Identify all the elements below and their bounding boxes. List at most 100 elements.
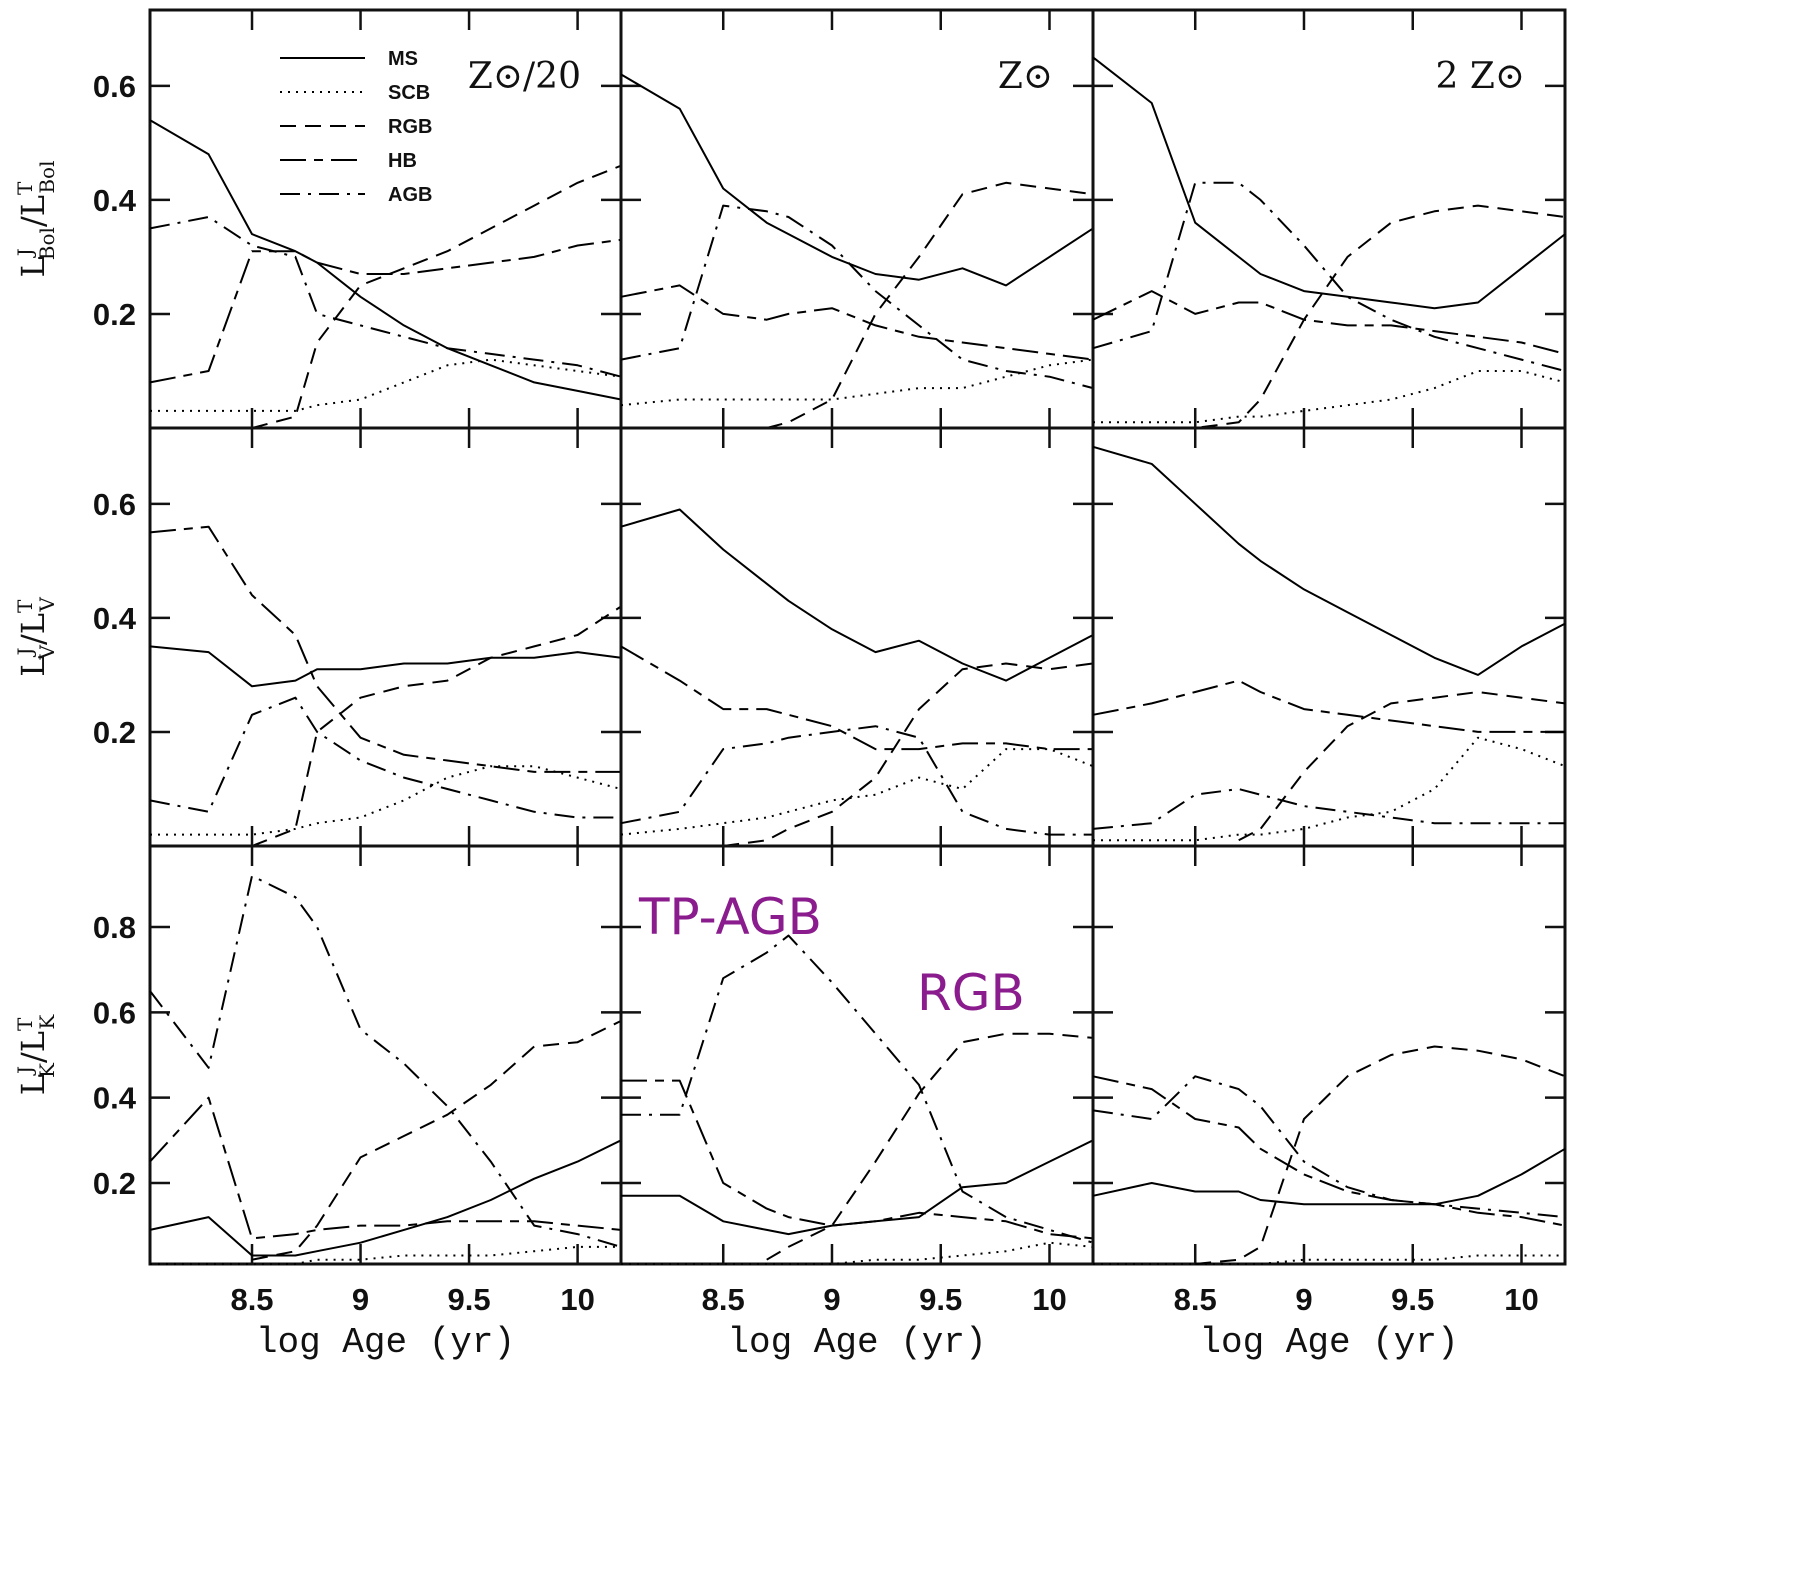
y-tick-label: 0.8	[93, 910, 136, 945]
x-axis-label: log Age (yr)	[256, 1322, 515, 1363]
panel-title: Z⊙/20	[468, 56, 581, 97]
series-line	[1092, 1075, 1566, 1227]
x-tick-label: 9	[823, 1282, 840, 1317]
x-tick-label: 8.5	[1174, 1282, 1217, 1317]
panel-title: Z⊙	[998, 56, 1053, 97]
series-line	[620, 204, 1094, 390]
y-axis-label-part: K	[35, 1014, 59, 1030]
y-axis-label-part: T	[13, 181, 37, 195]
y-axis-label-part: /L	[14, 195, 52, 227]
x-tick-label: 8.5	[702, 1282, 745, 1317]
y-axis-label: LJBol/LTBol	[13, 161, 59, 278]
legend-label: MS	[388, 48, 418, 70]
series-line	[1093, 1254, 1565, 1265]
x-tick-label: 9	[1295, 1282, 1312, 1317]
series-line	[1151, 204, 1566, 429]
series-line	[723, 662, 1094, 847]
series-line	[620, 508, 1094, 682]
series-line	[620, 748, 1094, 836]
series-line	[149, 1139, 622, 1257]
x-tick-label: 9	[352, 1282, 369, 1317]
x-tick-label: 10	[1032, 1282, 1066, 1317]
y-tick-label: 0.6	[93, 69, 136, 104]
y-axis-label-part: Bol	[35, 161, 59, 194]
series-line	[149, 216, 622, 378]
series-line	[1092, 56, 1566, 310]
y-tick-label: 0.6	[93, 487, 136, 522]
y-tick-label: 0.2	[93, 297, 136, 332]
legend-label: SCB	[388, 82, 430, 104]
y-tick-label: 0.2	[93, 1166, 136, 1201]
y-tick-label: 0.2	[93, 715, 136, 750]
y-axis-label-part: V	[35, 645, 59, 661]
y-axis-label-part: L	[14, 1074, 52, 1095]
x-tick-label: 10	[1504, 1282, 1538, 1317]
y-tick-label: 0.4	[93, 1081, 137, 1116]
y-axis-label-part: Bol	[35, 227, 59, 260]
x-axis-label: log Age (yr)	[727, 1322, 986, 1363]
series-line	[150, 1245, 621, 1265]
legend-label: RGB	[388, 116, 432, 138]
series-line	[1092, 445, 1566, 676]
y-axis-label-part: J	[13, 1066, 37, 1076]
y-axis-label-part: T	[13, 1017, 37, 1031]
series-line	[149, 119, 622, 401]
panel-frame	[1091, 844, 1567, 1266]
series-line	[1093, 736, 1566, 842]
y-axis-label-part: L	[14, 656, 52, 677]
series-line	[766, 181, 1094, 429]
y-axis-label-part: K	[35, 1062, 59, 1078]
annotation: TP-AGB	[638, 888, 822, 946]
series-line	[1195, 1045, 1566, 1265]
x-tick-label: 9.5	[1391, 1282, 1434, 1317]
series-line	[1092, 788, 1565, 830]
y-axis-label-part: J	[13, 648, 37, 658]
panel-frame	[1091, 426, 1567, 848]
y-axis-label-part: V	[35, 597, 59, 613]
annotation: RGB	[917, 964, 1025, 1022]
series-line	[620, 645, 1093, 751]
y-axis-label: LJV/LTV	[13, 597, 59, 677]
series-line	[149, 696, 621, 819]
series-line	[149, 874, 622, 1248]
series-line	[251, 1020, 622, 1261]
series-line	[1093, 370, 1566, 424]
panel-frame	[619, 426, 1095, 848]
legend-label: AGB	[388, 184, 432, 206]
series-line	[149, 525, 621, 773]
x-axis-label: log Age (yr)	[1199, 1322, 1458, 1363]
y-axis-label: LJK/LTK	[13, 1014, 59, 1096]
series-line	[1238, 691, 1566, 842]
x-tick-label: 10	[560, 1282, 594, 1317]
y-axis-label-part: /L	[14, 613, 52, 645]
series-line	[149, 645, 622, 688]
y-axis-label-part: J	[13, 248, 37, 258]
legend-label: HB	[388, 150, 417, 172]
series-line	[251, 164, 622, 429]
panel-title: 2 Z⊙	[1435, 56, 1525, 97]
y-axis-label-part: L	[14, 256, 52, 277]
y-axis-label-part: T	[13, 599, 37, 613]
series-line	[1092, 181, 1566, 372]
series-line	[620, 284, 1094, 361]
y-tick-label: 0.6	[93, 995, 136, 1030]
x-tick-label: 9.5	[448, 1282, 491, 1317]
panel-frame	[148, 844, 623, 1266]
x-tick-label: 9.5	[919, 1282, 962, 1317]
series-line	[1092, 290, 1566, 355]
series-line	[1092, 679, 1565, 733]
series-line	[149, 238, 622, 384]
series-line	[621, 1241, 1094, 1265]
series-line	[149, 1096, 622, 1240]
y-axis-label-part: /L	[14, 1031, 52, 1063]
series-line	[620, 725, 1093, 836]
x-tick-label: 8.5	[230, 1282, 273, 1317]
series-line	[620, 73, 1094, 287]
series-line	[766, 1032, 1094, 1261]
series-line	[150, 765, 622, 836]
series-line	[620, 358, 1094, 407]
series-line	[621, 1079, 1094, 1240]
series-line	[1092, 1075, 1566, 1219]
